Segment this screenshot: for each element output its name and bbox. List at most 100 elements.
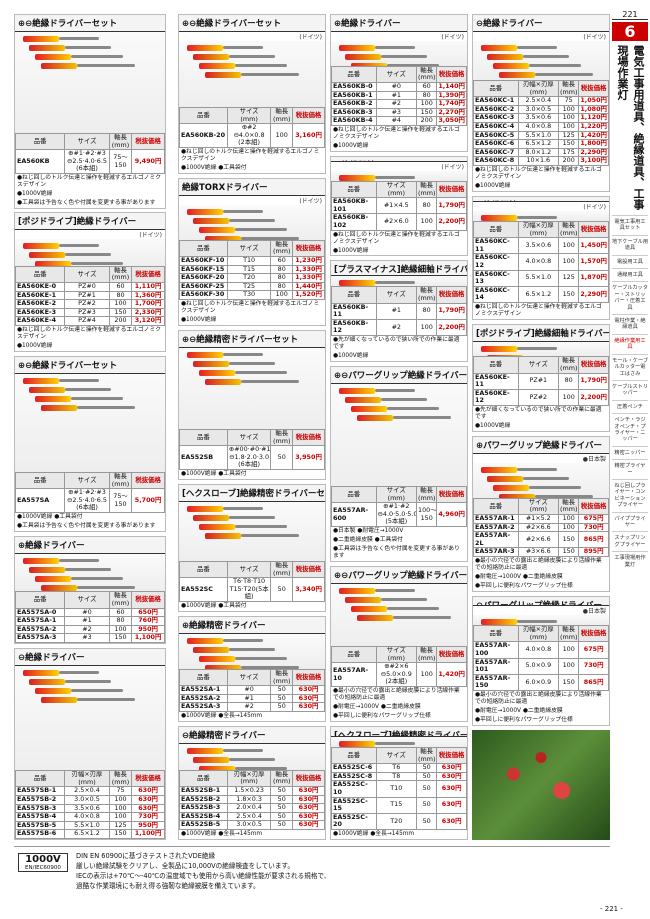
tool-handle xyxy=(487,355,523,357)
tool-shaft xyxy=(375,389,415,392)
shaft-length: 100 xyxy=(108,795,133,805)
price: 1,790円 xyxy=(436,302,467,320)
column-header: 刃幅×刃厚 (mm) xyxy=(226,769,272,788)
note: ●1000V絶縁 ●工具袋付 xyxy=(181,165,247,171)
tool-handle xyxy=(41,405,77,411)
shaft-length: 150 xyxy=(558,531,580,549)
column-header: サイズ xyxy=(226,669,272,687)
tool-handle xyxy=(23,36,59,42)
tool-shaft xyxy=(517,347,557,350)
price: 630円 xyxy=(292,693,325,704)
tool-shaft xyxy=(523,477,569,480)
tool-handle xyxy=(35,396,71,402)
part-number: EA560KE-1 xyxy=(15,290,66,301)
size: PZ#1 xyxy=(64,290,110,301)
column-header: 税抜価格 xyxy=(436,65,467,84)
price: 630円 xyxy=(131,803,165,814)
note: ●1000V絶縁 ●全長→145mm xyxy=(181,713,263,719)
price: 3,100円 xyxy=(578,156,609,166)
product-section: ⊕⊖絶縁ドライバーセット 品番 サイズ 軸長 (mm) 税抜価格 EA560KB ⊕#1·#… xyxy=(14,14,166,209)
price: 4,960円 xyxy=(436,502,467,527)
part-number: EA552SB-4 xyxy=(179,811,228,822)
spec-table: 品番 サイズ 軸長 (mm) 税抜価格 EA560KB-0 #0 60 1,140円 EA560… xyxy=(331,65,467,126)
price: 630円 xyxy=(436,796,467,814)
column-header: 税抜価格 xyxy=(436,747,467,765)
price: 630円 xyxy=(292,702,325,712)
shaft-length: 100 xyxy=(108,299,133,309)
product-section: [ポジドライブ]絶縁細軸ドライバー 品番 サイズ 軸長 (mm) 税抜価格 EA560KE… xyxy=(472,324,610,432)
price: 675円 xyxy=(578,514,609,524)
header-row: 品番 サイズ 軸長 (mm) 税抜価格 xyxy=(179,669,325,687)
tool-handle xyxy=(339,741,375,748)
shaft-length: 80 xyxy=(270,273,294,283)
size: 4.0×0.8 xyxy=(517,641,560,659)
product-row: EA560KB ⊕#1·#2·#3 ⊖2.5·4.0·6.5 (6本組) 75〜 1… xyxy=(15,149,165,174)
price: 1,080円 xyxy=(578,104,609,115)
price: 1,230円 xyxy=(292,256,325,266)
column-header: 品番 xyxy=(331,486,377,504)
size: T8 xyxy=(375,771,418,782)
tool-shaft xyxy=(387,407,439,410)
part-number: EA560KC-14 xyxy=(473,285,519,303)
product-section: 絶縁TORXドライバー (ドイツ) 品番 サイズ 軸長 (mm) 税抜価格 EA560KF-… xyxy=(178,178,326,326)
tool-shaft xyxy=(241,534,299,537)
index-item: 圧着ペンチ xyxy=(612,399,648,413)
size: #2×6.0 xyxy=(375,213,418,231)
size: #1 xyxy=(64,616,110,626)
shaft-length: 100 xyxy=(558,237,580,255)
note: ●1000V絶縁 xyxy=(333,247,369,254)
column-header: 品番 xyxy=(179,239,228,258)
note: ●1000V絶縁 xyxy=(475,423,511,429)
photo xyxy=(472,730,610,840)
tool-image xyxy=(15,32,165,134)
product-row: EA560KF-30 T30 100 1,520円 xyxy=(179,290,325,300)
footer-line: 厳しい絶縁試験をクリアし、全製品に10,000Vの絶縁検査をしています。 xyxy=(76,862,294,870)
note: ●1000V絶縁 xyxy=(17,343,53,349)
tool-shaft xyxy=(235,767,287,770)
spec-table: 品番 刃幅×刃厚 (mm) 軸長 (mm) 税抜価格 EA557SB-1 2.5×0.4 7… xyxy=(15,770,165,839)
tool-shaft xyxy=(65,253,111,256)
shaft-length: 100 xyxy=(558,657,580,675)
chapter-title: 電気工事用道具、絶縁道具、工事現場作業灯 xyxy=(616,45,645,210)
header-row: 品番 刃幅×刃厚 (mm) 軸長 (mm) 税抜価格 xyxy=(473,80,609,98)
part-number: EA557AR-3 xyxy=(473,547,519,557)
price: 760円 xyxy=(131,616,165,626)
tool-handle xyxy=(481,45,517,51)
tool-handle xyxy=(205,72,241,78)
note: ●最小の穴径での露出と絶縁皮膜により活線作業での短絡防止に最適 xyxy=(333,688,460,701)
header-row: 品番 サイズ 軸長 (mm) 税抜価格 xyxy=(179,561,325,579)
part-number: EA557SB-1 xyxy=(15,786,66,797)
product-section: ⊖絶縁精密ドライバー 品番 刃幅×刃厚 (mm) 軸長 (mm) 税抜価格 EA552SB… xyxy=(178,726,326,840)
spec-table: 品番 刃幅×刃厚 (mm) 軸長 (mm) 税抜価格 EA557AR-100 4.0×0.… xyxy=(473,625,609,692)
section-title: ⊕絶縁精密ドライバー xyxy=(179,617,325,634)
column-header: 税抜価格 xyxy=(578,80,609,98)
tool-shaft xyxy=(223,353,263,356)
part-number: EA557SB-2 xyxy=(15,795,66,805)
part-number: EA560KE-0 xyxy=(15,282,66,292)
product-row: EA560KE-3 PZ#3 150 2,330円 xyxy=(15,307,165,318)
tool-image xyxy=(473,615,609,626)
product-row: EA560KC-3 3.5×0.6 100 1,120円 xyxy=(473,113,609,124)
size: PZ#4 xyxy=(64,316,110,326)
tool-handle xyxy=(205,236,241,240)
tool-shaft xyxy=(381,55,427,58)
product-row: EA557SA-1 #1 80 760円 xyxy=(15,616,165,626)
price: 1,870円 xyxy=(578,269,609,287)
column-header: 税抜価格 xyxy=(292,769,325,788)
shaft-length: 100 xyxy=(558,253,580,271)
column-header: サイズ xyxy=(64,591,110,609)
column-header: 品番 xyxy=(179,429,228,447)
product-row: EA557AR-101 5.0×0.9 100 730円 xyxy=(473,657,609,675)
tool-image xyxy=(331,737,467,748)
product-row: EA560KE-1 PZ#1 80 1,360円 xyxy=(15,290,165,301)
product-row: EA552SA-3 #2 50 630円 xyxy=(179,702,325,712)
size: #1×4.5 xyxy=(375,197,418,215)
size: 5.5×1.0 xyxy=(64,820,110,831)
column-header: 税抜価格 xyxy=(292,561,325,579)
tool-shaft xyxy=(59,244,99,247)
shaft-length: 100 xyxy=(416,662,438,687)
size: 4.0×0.8 xyxy=(517,253,560,271)
size: 10×1.6 xyxy=(517,156,560,166)
column-header: サイズ xyxy=(64,472,110,490)
page-tab: 221 xyxy=(612,10,648,20)
